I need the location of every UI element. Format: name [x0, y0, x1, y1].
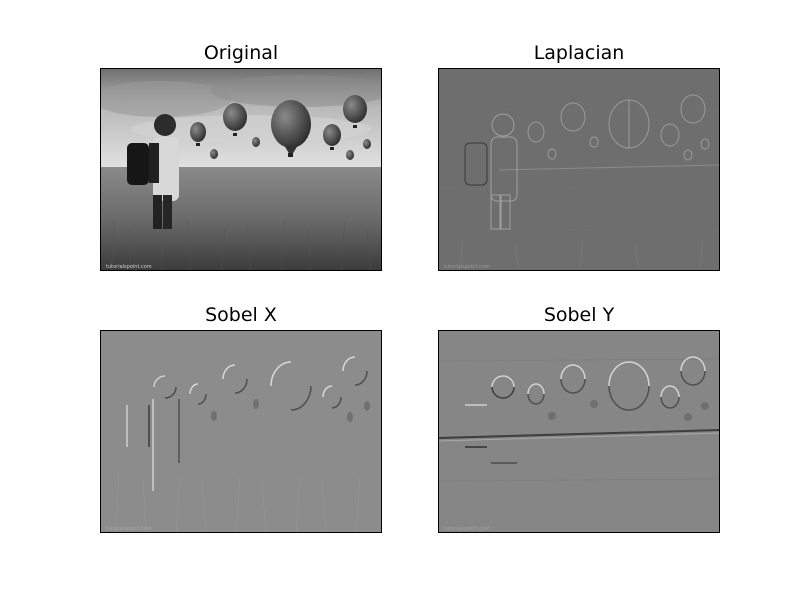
panel-title-sobel-y: Sobel Y	[543, 304, 615, 326]
panel-original: Original	[100, 42, 382, 271]
panel-sobel-y: Sobel Y	[438, 304, 720, 533]
panel-laplacian: Laplacian	[438, 42, 720, 271]
image-original: tutorialspoint.com	[100, 68, 382, 271]
watermark-sobel-y: tutorialspoint.com	[444, 526, 490, 532]
image-sobel-y: tutorialspoint.com	[438, 330, 720, 533]
panel-sobel-x: Sobel X	[100, 304, 382, 533]
panel-title-sobel-x: Sobel X	[205, 304, 277, 326]
boy	[127, 114, 179, 229]
image-laplacian: tutorialspoint.com	[438, 68, 720, 271]
watermark-sobel-x: tutorialspoint.com	[106, 526, 152, 532]
panel-title-laplacian: Laplacian	[533, 42, 625, 64]
watermark-original: tutorialspoint.com	[106, 264, 152, 270]
watermark-laplacian: tutorialspoint.com	[444, 264, 490, 270]
balloons	[190, 95, 371, 160]
image-sobel-x: tutorialspoint.com	[100, 330, 382, 533]
panel-title-original: Original	[203, 42, 279, 64]
